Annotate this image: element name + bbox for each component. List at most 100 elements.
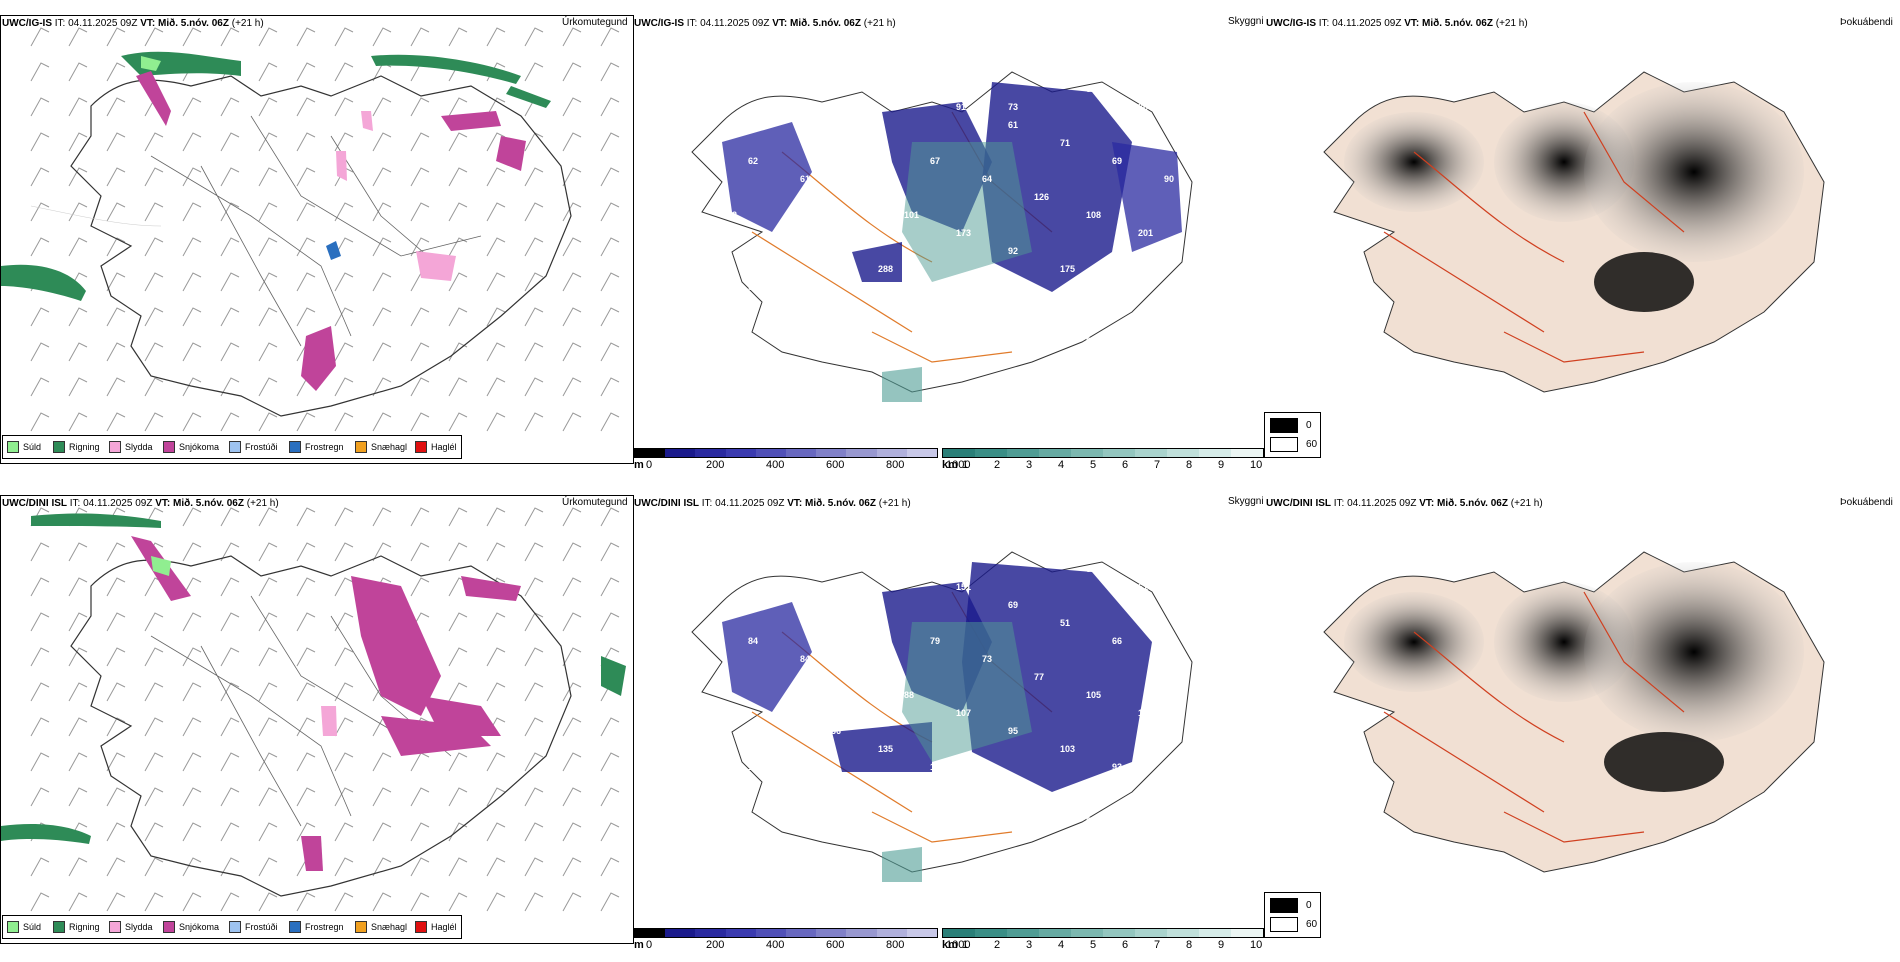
legend-swatch <box>7 921 19 933</box>
wind-barb <box>68 752 88 772</box>
wind-barb <box>524 717 544 737</box>
wind-barb <box>68 857 88 877</box>
ceiling-value-label: 103 <box>1034 798 1049 808</box>
visibility-panel-1: UWC/IG-IS IT: 04.11.2025 09Z VT: Mið. 5.… <box>632 12 1264 482</box>
wind-barb <box>30 237 50 257</box>
wind-barb <box>410 97 430 117</box>
ceiling-colorbar <box>634 448 938 458</box>
wind-barb <box>562 62 582 82</box>
ceiling-tick: 800 <box>886 459 905 471</box>
visibility-tick: 2 <box>994 939 1001 951</box>
visibility-colorbar <box>942 928 1264 938</box>
ceiling-color-step <box>786 929 817 937</box>
ceiling-value-label: 139 <box>852 798 867 808</box>
ceiling-color-step <box>876 929 907 937</box>
visibility-color-step <box>1231 449 1263 457</box>
visibility-tick: 7 <box>1154 459 1161 471</box>
legend-item-slydda: Slydda <box>109 441 153 453</box>
visibility-color-step <box>1231 929 1263 937</box>
wind-barb <box>68 27 88 47</box>
visibility-tick: 4 <box>1058 459 1065 471</box>
wind-barb <box>372 202 392 222</box>
wind-barb <box>106 717 126 737</box>
wind-barb <box>144 237 164 257</box>
wind-barb <box>68 542 88 562</box>
wind-barb <box>486 27 506 47</box>
visibility-color-step <box>943 929 975 937</box>
visibility-color-step <box>1135 449 1167 457</box>
ceiling-value-label: 117 <box>748 762 763 772</box>
wind-barb <box>486 682 506 702</box>
wind-barb <box>600 752 620 772</box>
ceiling-value-label: 90 <box>1164 174 1174 184</box>
panel-header: UWC/DINI ISL IT: 04.11.2025 09Z VT: Mið.… <box>1266 498 1543 509</box>
ceiling-value-label: 62 <box>878 618 888 628</box>
ceiling-value-label: 92 <box>1008 246 1018 256</box>
wind-barb <box>144 857 164 877</box>
wind-barb <box>562 27 582 47</box>
visibility-color-step <box>1039 929 1071 937</box>
wind-barb <box>144 27 164 47</box>
ceiling-value-label: 132 <box>722 210 737 220</box>
wind-barb <box>448 237 468 257</box>
ceiling-value-label: 95 <box>1164 654 1174 664</box>
wind-barb <box>296 717 316 737</box>
ceiling-value-label: 80 <box>1086 564 1096 574</box>
wind-barb <box>372 507 392 527</box>
wind-barb <box>296 542 316 562</box>
ceiling-tick: 400 <box>766 459 785 471</box>
ceiling-color-step <box>635 449 666 457</box>
panel-title: Úrkomutegund <box>562 17 628 28</box>
wind-barb <box>144 682 164 702</box>
ceiling-value-label: 71 <box>1060 138 1070 148</box>
wind-barb <box>334 272 354 292</box>
legend-swatch <box>163 921 175 933</box>
wind-barb <box>600 132 620 152</box>
ceiling-tick: 1000 <box>946 939 971 951</box>
ceiling-value-label: 80 <box>852 318 862 328</box>
ceiling-value-label: 86 <box>1138 102 1148 112</box>
wind-barb <box>144 892 164 912</box>
wind-barb <box>258 167 278 187</box>
wind-barb <box>106 682 126 702</box>
wind-barb <box>600 822 620 842</box>
wind-barb <box>410 202 430 222</box>
ceiling-color-step <box>695 929 726 937</box>
wind-barb <box>258 307 278 327</box>
ceiling-value-label: 117 <box>722 816 737 826</box>
wind-barb <box>220 682 240 702</box>
wind-barb <box>296 97 316 117</box>
wind-barb <box>486 647 506 667</box>
wind-barb <box>106 577 126 597</box>
wind-barb <box>486 542 506 562</box>
legend-item-frostudi: Frostúði <box>229 441 278 453</box>
visibility-tick: 1 <box>962 459 969 471</box>
legend-item-snaehagl: Snæhagl <box>355 441 407 453</box>
ceiling-color-step <box>846 449 877 457</box>
ceiling-tick: 800 <box>886 939 905 951</box>
wind-barb <box>410 822 430 842</box>
visibility-color-step <box>943 449 975 457</box>
wind-barb <box>30 132 50 152</box>
ceiling-color-step <box>906 449 938 457</box>
wind-barb <box>68 412 88 432</box>
ceiling-value-label: 59 <box>826 600 836 610</box>
wind-barb <box>524 612 544 632</box>
wind-barb <box>486 237 506 257</box>
ceiling-value-label: 109 <box>774 708 789 718</box>
legend-swatch <box>7 441 19 453</box>
precip-legend: Súld Rigning Slydda Snjókoma Frostúði Fr… <box>2 915 462 939</box>
wind-barb <box>182 412 202 432</box>
wind-barb <box>30 752 50 772</box>
wind-barb <box>600 612 620 632</box>
visibility-color-step <box>1199 449 1231 457</box>
wind-barb <box>106 752 126 772</box>
ceiling-value-label: 79 <box>930 636 940 646</box>
wind-barb <box>410 892 430 912</box>
wind-barb <box>524 787 544 807</box>
wind-barb <box>410 507 430 527</box>
visibility-color-step <box>1071 929 1103 937</box>
ceiling-value-label: 94 <box>826 246 836 256</box>
wind-barb <box>220 892 240 912</box>
ceiling-value-label: 73 <box>982 654 992 664</box>
